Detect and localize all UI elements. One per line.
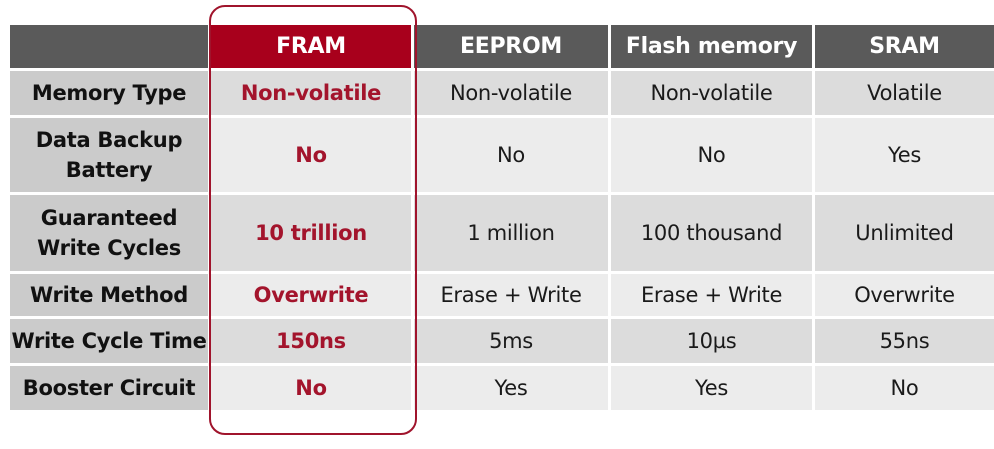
- table-cell: Non-volatile: [211, 71, 411, 115]
- table-cell: Yes: [611, 366, 812, 410]
- table-cell: No: [611, 118, 812, 192]
- table-cell: 100 thousand: [611, 195, 812, 271]
- table-cell: Overwrite: [211, 274, 411, 316]
- column-header-eeprom: EEPROM: [414, 25, 608, 68]
- table-cell: No: [414, 118, 608, 192]
- column-header-corner: [10, 25, 208, 68]
- column-header-flash-memory: Flash memory: [611, 25, 812, 68]
- table-cell: Yes: [414, 366, 608, 410]
- table-cell: 10 trillion: [211, 195, 411, 271]
- table-cell: 5ms: [414, 319, 608, 363]
- table-cell: Unlimited: [815, 195, 994, 271]
- table-cell: Non-volatile: [414, 71, 608, 115]
- table-cell: No: [211, 366, 411, 410]
- table-cell: Erase + Write: [414, 274, 608, 316]
- table-cell: No: [211, 118, 411, 192]
- row-label: Write Cycle Time: [10, 319, 208, 363]
- memory-comparison-table: FRAM EEPROM Flash memory SRAM Memory Type Non…: [10, 25, 994, 410]
- table-cell: Overwrite: [815, 274, 994, 316]
- column-header-sram: SRAM: [815, 25, 994, 68]
- row-label: Booster Circuit: [10, 366, 208, 410]
- table-cell: Volatile: [815, 71, 994, 115]
- row-label: Guaranteed Write Cycles: [10, 195, 208, 271]
- table-cell: 1 million: [414, 195, 608, 271]
- row-label: Memory Type: [10, 71, 208, 115]
- table-cell: No: [815, 366, 994, 410]
- table-cell: Erase + Write: [611, 274, 812, 316]
- row-label: Write Method: [10, 274, 208, 316]
- table-cell: 150ns: [211, 319, 411, 363]
- row-label: Data Backup Battery: [10, 118, 208, 192]
- table-cell: 10µs: [611, 319, 812, 363]
- column-header-fram: FRAM: [211, 25, 411, 68]
- table-cell: 55ns: [815, 319, 994, 363]
- table-cell: Yes: [815, 118, 994, 192]
- table-cell: Non-volatile: [611, 71, 812, 115]
